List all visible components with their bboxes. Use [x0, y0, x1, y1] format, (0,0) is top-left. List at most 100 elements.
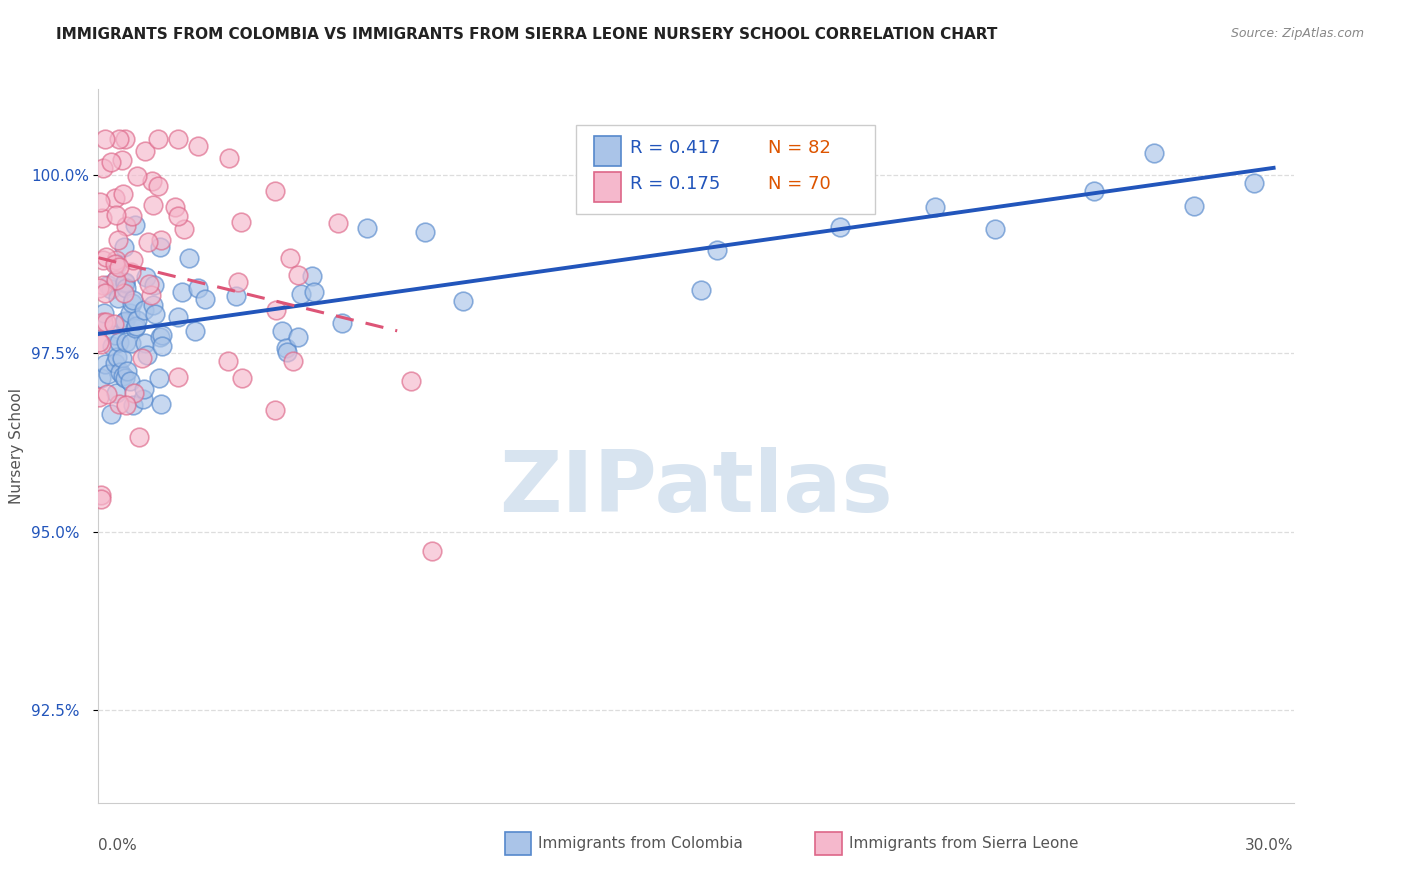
Point [108, 260, 131, 274]
Point [145, 307, 167, 321]
Point [135, 348, 157, 362]
Point [125, 318, 148, 333]
Point [124, 321, 146, 335]
Point [984, 222, 1007, 236]
Point [290, 287, 312, 301]
Text: ZIPatlas: ZIPatlas [499, 447, 893, 531]
Point [115, 281, 138, 295]
Point [177, 251, 200, 265]
Point [105, 257, 128, 271]
Point [148, 371, 170, 385]
Point [183, 324, 205, 338]
Point [1083, 184, 1105, 198]
Point [108, 397, 131, 411]
Point [124, 219, 146, 233]
Point [114, 334, 136, 349]
Point [132, 382, 155, 396]
Point [165, 200, 187, 214]
Point [142, 298, 165, 312]
Point [287, 330, 309, 344]
Point [107, 233, 129, 247]
Point [91, 315, 114, 329]
Point [90, 337, 112, 351]
Text: 0.0%: 0.0% [98, 838, 138, 854]
Point [134, 335, 156, 350]
Point [138, 277, 160, 291]
Point [112, 286, 135, 301]
Point [301, 268, 323, 283]
Point [281, 354, 304, 368]
Point [112, 240, 135, 254]
FancyBboxPatch shape [595, 136, 620, 166]
Point [120, 335, 142, 350]
FancyBboxPatch shape [505, 832, 531, 855]
Point [90, 371, 112, 385]
Point [706, 244, 728, 258]
Point [93, 357, 115, 371]
Point [167, 209, 190, 223]
Point [121, 398, 143, 412]
Point [231, 370, 253, 384]
Point [105, 253, 128, 268]
Text: R = 0.417: R = 0.417 [630, 139, 721, 157]
Point [114, 314, 136, 328]
Point [90, 211, 112, 225]
Point [150, 327, 173, 342]
Text: Source: ZipAtlas.com: Source: ZipAtlas.com [1230, 27, 1364, 40]
Point [149, 396, 172, 410]
Point [107, 334, 129, 349]
Point [100, 283, 122, 297]
Point [152, 338, 174, 352]
Point [118, 375, 141, 389]
Point [194, 292, 217, 306]
Point [166, 310, 188, 325]
Point [104, 191, 127, 205]
Point [107, 132, 129, 146]
Point [149, 240, 172, 254]
Point [114, 132, 136, 146]
FancyBboxPatch shape [815, 832, 842, 855]
Point [229, 215, 252, 229]
Point [451, 293, 474, 308]
Point [122, 293, 145, 307]
Point [356, 220, 378, 235]
Point [112, 187, 135, 202]
Point [89, 390, 111, 404]
Point [121, 295, 143, 310]
Point [142, 198, 165, 212]
Text: IMMIGRANTS FROM COLOMBIA VS IMMIGRANTS FROM SIERRA LEONE NURSERY SCHOOL CORRELAT: IMMIGRANTS FROM COLOMBIA VS IMMIGRANTS F… [56, 27, 998, 42]
Point [94, 250, 117, 264]
Point [100, 407, 122, 421]
Point [112, 315, 135, 329]
Point [111, 351, 134, 365]
Point [114, 371, 136, 385]
Point [132, 302, 155, 317]
Point [326, 216, 349, 230]
Point [94, 132, 117, 146]
Text: Immigrants from Colombia: Immigrants from Colombia [538, 836, 744, 851]
Point [330, 316, 353, 330]
Point [166, 132, 188, 146]
Point [121, 209, 143, 223]
Point [131, 392, 153, 407]
Point [91, 278, 114, 293]
Point [90, 488, 112, 502]
Point [924, 200, 946, 214]
Text: N = 70: N = 70 [768, 175, 831, 193]
Point [187, 139, 209, 153]
Point [103, 317, 125, 331]
Point [94, 286, 117, 301]
Point [89, 195, 111, 210]
Point [278, 252, 301, 266]
Point [114, 398, 136, 412]
Point [1182, 199, 1205, 213]
Point [115, 219, 138, 233]
Point [91, 161, 114, 175]
Point [1243, 177, 1265, 191]
Point [111, 369, 134, 384]
Point [97, 278, 120, 293]
FancyBboxPatch shape [595, 172, 620, 202]
Point [187, 280, 209, 294]
Point [226, 275, 249, 289]
Point [287, 268, 309, 282]
